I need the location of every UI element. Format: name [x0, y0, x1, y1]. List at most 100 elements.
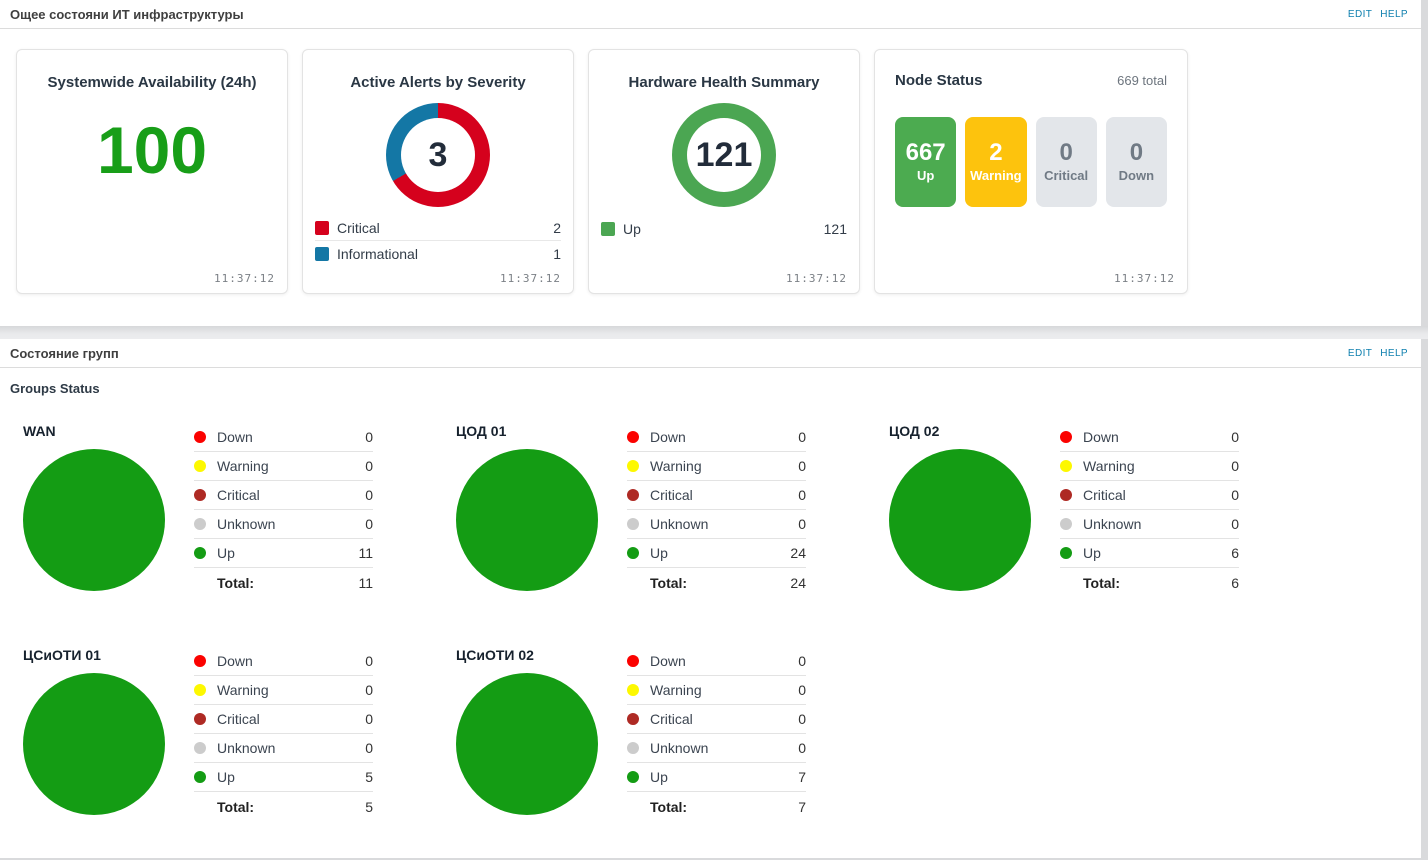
group-status-row: Up 5	[194, 763, 373, 792]
hardware-legend: Up 121	[601, 216, 847, 241]
status-dot-icon	[627, 489, 639, 501]
group-status-row: Warning 0	[194, 452, 373, 481]
status-dot-icon	[627, 431, 639, 443]
group-status-row: Critical 0	[194, 481, 373, 510]
status-dot-icon	[1060, 489, 1072, 501]
hardware-card: Hardware Health Summary 121 Up 121 11:37…	[588, 49, 860, 294]
total-value: 24	[790, 574, 806, 591]
group-total-row: Total: 11	[194, 568, 373, 597]
status-value: 0	[798, 653, 806, 669]
status-dot-icon	[1060, 547, 1072, 559]
status-value: 24	[790, 545, 806, 561]
group-title: ЦОД 01	[456, 423, 507, 439]
total-value: 11	[358, 574, 373, 591]
help-link[interactable]: HELP	[1380, 8, 1408, 20]
node-tile-critical[interactable]: 0 Critical	[1035, 117, 1097, 207]
status-value: 0	[365, 487, 373, 503]
total-spacer	[1060, 577, 1072, 589]
edit-link[interactable]: EDIT	[1347, 8, 1373, 20]
alerts-donut-wrap: 3	[303, 103, 573, 207]
status-dot-icon	[627, 655, 639, 667]
group-widget: ЦОД 02 Down 0 Warning 0 Critical 0 Unknown 0 Up 6…	[889, 423, 1239, 597]
group-pie-chart	[23, 673, 165, 815]
node-status-tiles: 667 Up 2 Warning 0 Critical 0 Down	[875, 89, 1187, 207]
status-label: Down	[650, 429, 686, 445]
status-label: Warning	[217, 682, 269, 698]
group-title: ЦСиОТИ 02	[456, 647, 534, 663]
status-value: 0	[1231, 429, 1239, 445]
groups-section-header: Состояние групп EDIT HELP	[0, 339, 1421, 368]
group-pie-chart	[889, 449, 1031, 591]
status-value: 5	[365, 769, 373, 785]
status-label: Unknown	[217, 740, 276, 756]
status-label: Up	[1083, 545, 1101, 561]
status-dot-icon	[627, 713, 639, 725]
informational-label: Informational	[337, 245, 418, 262]
total-label: Total:	[217, 574, 255, 591]
node-tile-critical-label: Critical	[1044, 168, 1089, 183]
total-spacer	[194, 577, 206, 589]
status-label: Unknown	[1083, 516, 1142, 532]
group-status-row: Down 0	[194, 647, 373, 676]
groups-section-title: Состояние групп	[10, 345, 119, 361]
status-value: 0	[798, 458, 806, 474]
hardware-legend-row-up: Up 121	[601, 216, 847, 241]
node-tile-down[interactable]: 0 Down	[1105, 117, 1167, 207]
status-dot-icon	[627, 518, 639, 530]
group-widget: ЦСиОТИ 02 Down 0 Warning 0 Critical 0 Unknown 0…	[456, 647, 806, 821]
status-dot-icon	[194, 713, 206, 725]
status-dot-icon	[194, 771, 206, 783]
group-chart-area: ЦСиОТИ 01	[23, 647, 194, 821]
group-status-row: Unknown 0	[1060, 510, 1239, 539]
group-status-row: Warning 0	[627, 676, 806, 705]
status-label: Warning	[1083, 458, 1135, 474]
up-swatch-icon	[601, 221, 615, 236]
group-legend: Down 0 Warning 0 Critical 0 Unknown 0 Up 7 Total: 7	[627, 647, 806, 821]
group-status-row: Unknown 0	[627, 510, 806, 539]
group-status-row: Up 7	[627, 763, 806, 792]
group-chart-area: WAN	[23, 423, 194, 597]
group-legend: Down 0 Warning 0 Critical 0 Unknown 0 Up 6 Total: 6	[1060, 423, 1239, 597]
hardware-timestamp: 11:37:12	[786, 272, 847, 285]
status-dot-icon	[194, 431, 206, 443]
edit-link[interactable]: EDIT	[1347, 347, 1373, 359]
alerts-donut-chart: 3	[386, 103, 490, 207]
total-value: 7	[798, 798, 806, 815]
up-value: 121	[823, 220, 847, 237]
availability-value: 100	[96, 113, 208, 187]
status-label: Warning	[217, 458, 269, 474]
node-status-timestamp: 11:37:12	[1114, 272, 1175, 285]
status-dot-icon	[627, 547, 639, 559]
group-title: ЦСиОТИ 01	[23, 647, 101, 663]
critical-label: Critical	[337, 220, 380, 236]
status-value: 11	[358, 545, 373, 561]
total-label: Total:	[217, 798, 255, 815]
status-dot-icon	[194, 518, 206, 530]
status-label: Critical	[217, 487, 260, 503]
group-status-row: Down 0	[627, 647, 806, 676]
alerts-timestamp: 11:37:12	[500, 272, 561, 285]
status-value: 6	[1231, 545, 1239, 561]
group-total-row: Total: 6	[1060, 568, 1239, 597]
alerts-total: 3	[428, 135, 448, 174]
section-divider	[0, 326, 1428, 339]
node-tile-up-value: 667	[905, 139, 946, 166]
status-value: 0	[798, 429, 806, 445]
node-tile-warning[interactable]: 2 Warning	[965, 117, 1027, 207]
informational-swatch-icon	[315, 246, 329, 261]
status-dot-icon	[194, 684, 206, 696]
total-label: Total:	[1083, 574, 1121, 591]
total-spacer	[627, 801, 639, 813]
status-label: Critical	[1083, 487, 1126, 503]
group-chart-area: ЦОД 02	[889, 423, 1060, 597]
node-status-title: Node Status	[895, 72, 983, 89]
status-dot-icon	[1060, 460, 1072, 472]
status-value: 0	[1231, 516, 1239, 532]
help-link[interactable]: HELP	[1380, 347, 1408, 359]
group-status-row: Unknown 0	[627, 734, 806, 763]
groups-subtitle: Groups Status	[0, 368, 1421, 396]
node-tile-up[interactable]: 667 Up	[895, 117, 957, 207]
status-value: 0	[365, 429, 373, 445]
groups-grid: WAN Down 0 Warning 0 Critical 0 Unknown 0 Up 11 To…	[0, 396, 1421, 858]
status-dot-icon	[627, 684, 639, 696]
